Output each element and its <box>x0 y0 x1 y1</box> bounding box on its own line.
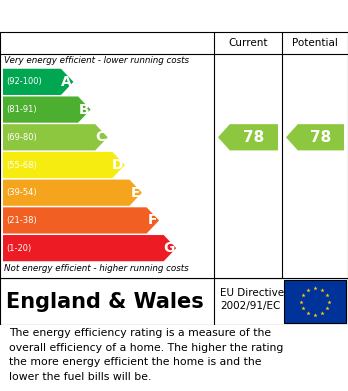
Text: B: B <box>78 102 89 117</box>
Text: 78: 78 <box>243 130 264 145</box>
FancyBboxPatch shape <box>284 280 346 323</box>
Text: D: D <box>112 158 124 172</box>
Text: F: F <box>148 213 157 228</box>
Text: (1-20): (1-20) <box>6 244 31 253</box>
Text: Energy Efficiency Rating: Energy Efficiency Rating <box>9 7 238 25</box>
Polygon shape <box>3 124 108 151</box>
Text: EU Directive
2002/91/EC: EU Directive 2002/91/EC <box>220 288 284 311</box>
Polygon shape <box>3 69 73 95</box>
Text: Current: Current <box>228 38 268 48</box>
Text: (55-68): (55-68) <box>6 160 37 170</box>
Text: England & Wales: England & Wales <box>6 292 204 312</box>
Text: (81-91): (81-91) <box>6 105 37 114</box>
Text: A: A <box>61 75 72 89</box>
Polygon shape <box>3 235 176 261</box>
Text: Potential: Potential <box>292 38 338 48</box>
Text: C: C <box>96 130 106 144</box>
Text: (21-38): (21-38) <box>6 216 37 225</box>
Polygon shape <box>3 207 159 233</box>
Text: 78: 78 <box>310 130 332 145</box>
Text: (69-80): (69-80) <box>6 133 37 142</box>
Polygon shape <box>286 124 344 151</box>
Text: G: G <box>164 241 175 255</box>
Polygon shape <box>3 179 142 206</box>
Polygon shape <box>3 152 125 178</box>
Text: Very energy efficient - lower running costs: Very energy efficient - lower running co… <box>4 56 189 65</box>
Text: (92-100): (92-100) <box>6 77 42 86</box>
Polygon shape <box>218 124 278 151</box>
Text: (39-54): (39-54) <box>6 188 37 197</box>
Text: E: E <box>130 186 140 200</box>
Polygon shape <box>3 97 90 123</box>
Text: The energy efficiency rating is a measure of the
overall efficiency of a home. T: The energy efficiency rating is a measur… <box>9 328 283 382</box>
Text: Not energy efficient - higher running costs: Not energy efficient - higher running co… <box>4 264 189 273</box>
